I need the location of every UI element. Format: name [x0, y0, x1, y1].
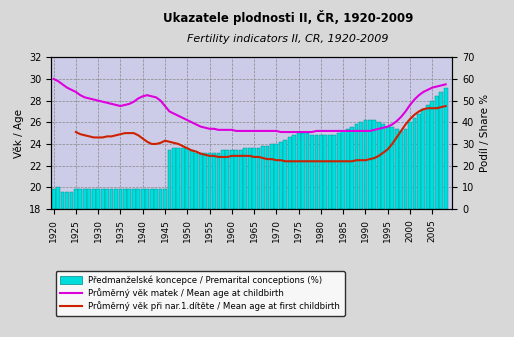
Bar [216, 153, 221, 209]
Bar [123, 189, 127, 209]
Bar [390, 127, 394, 209]
Bar [417, 114, 421, 209]
Text: Fertility indicators II, CR, 1920-2009: Fertility indicators II, CR, 1920-2009 [187, 34, 389, 44]
Bar [234, 150, 238, 209]
Bar [230, 150, 234, 209]
Bar [145, 189, 149, 209]
Bar [168, 150, 171, 209]
Bar [159, 189, 162, 209]
Bar [377, 122, 381, 209]
Bar [363, 120, 368, 209]
Bar [323, 135, 327, 209]
Bar [226, 150, 229, 209]
Bar [350, 127, 354, 209]
Bar [79, 189, 82, 209]
Bar [435, 96, 438, 209]
Bar [355, 124, 358, 209]
Bar [61, 192, 64, 209]
Bar [430, 101, 434, 209]
Bar [136, 189, 140, 209]
Bar [96, 189, 100, 209]
Bar [341, 131, 345, 209]
Bar [274, 144, 278, 209]
Text: Ukazatele plodnosti II, ČR, 1920-2009: Ukazatele plodnosti II, ČR, 1920-2009 [162, 10, 413, 25]
Bar [248, 148, 251, 209]
Bar [292, 135, 296, 209]
Bar [306, 133, 309, 209]
Bar [399, 131, 403, 209]
Bar [154, 189, 158, 209]
Bar [283, 140, 287, 209]
Bar [328, 135, 332, 209]
Bar [239, 150, 243, 209]
Bar [421, 109, 425, 209]
Y-axis label: Podíl / Share %: Podíl / Share % [480, 94, 490, 172]
Bar [186, 148, 189, 209]
Bar [127, 189, 131, 209]
Bar [403, 129, 408, 209]
Bar [150, 189, 154, 209]
Bar [270, 144, 274, 209]
Bar [74, 189, 78, 209]
Bar [261, 146, 265, 209]
Bar [310, 135, 314, 209]
Bar [208, 153, 211, 209]
Bar [426, 105, 430, 209]
Bar [346, 129, 350, 209]
Bar [386, 127, 390, 209]
Bar [408, 122, 412, 209]
Bar [194, 153, 198, 209]
Bar [114, 189, 118, 209]
Bar [65, 192, 69, 209]
Bar [105, 189, 109, 209]
Bar [203, 153, 207, 209]
Bar [319, 135, 323, 209]
Bar [190, 150, 194, 209]
Bar [69, 192, 74, 209]
Bar [119, 189, 122, 209]
Bar [444, 88, 448, 209]
Bar [337, 133, 341, 209]
Bar [301, 133, 305, 209]
Y-axis label: Věk / Age: Věk / Age [13, 109, 24, 158]
Bar [256, 148, 261, 209]
Legend: Předmanželské koncepce / Premarital conceptions (%), Průměrný věk matek / Mean a: Předmanželské koncepce / Premarital conc… [56, 271, 344, 316]
Bar [373, 120, 376, 209]
Bar [315, 135, 318, 209]
Bar [288, 137, 291, 209]
Bar [101, 189, 104, 209]
Bar [333, 135, 336, 209]
Bar [199, 153, 203, 209]
Bar [56, 187, 60, 209]
Bar [439, 92, 443, 209]
Bar [87, 189, 91, 209]
Bar [141, 189, 144, 209]
Bar [395, 129, 398, 209]
Bar [172, 148, 176, 209]
Bar [266, 146, 269, 209]
Bar [181, 148, 185, 209]
Bar [381, 124, 385, 209]
Bar [221, 150, 225, 209]
Bar [163, 189, 167, 209]
Bar [359, 122, 363, 209]
Bar [252, 148, 256, 209]
Bar [83, 189, 87, 209]
Bar [243, 148, 247, 209]
Bar [92, 189, 96, 209]
Bar [109, 189, 114, 209]
Bar [132, 189, 136, 209]
Bar [279, 142, 283, 209]
Bar [368, 120, 372, 209]
Bar [413, 118, 416, 209]
Bar [52, 189, 56, 209]
Bar [176, 148, 180, 209]
Bar [212, 153, 216, 209]
Bar [297, 133, 301, 209]
